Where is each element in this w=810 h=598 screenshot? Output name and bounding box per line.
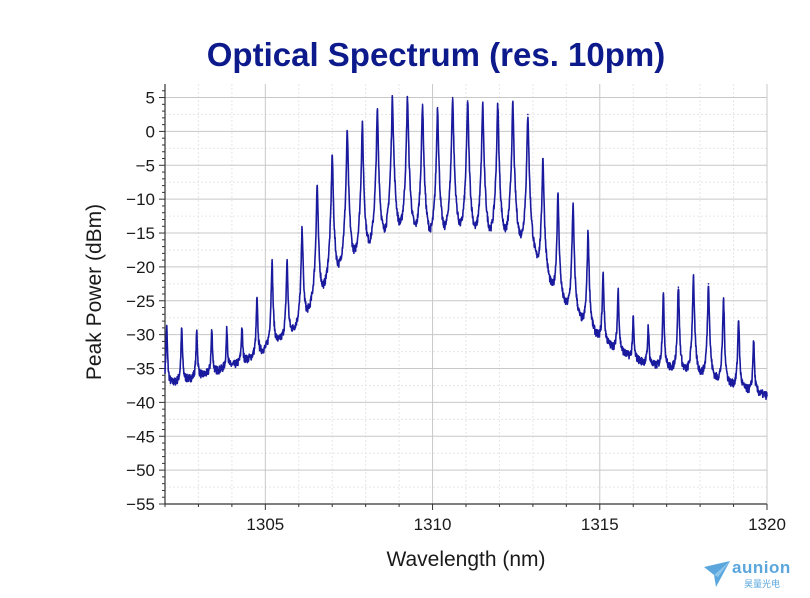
- chart-title: Optical Spectrum (res. 10pm): [206, 36, 666, 73]
- spectrum-peak-point: [587, 232, 589, 234]
- x-tick-label: 1305: [246, 515, 284, 534]
- spectrum-peak-point: [617, 293, 619, 295]
- spectrum-peak-point: [286, 262, 288, 265]
- spectrum-peak-point: [361, 123, 364, 126]
- y-axis-ticks: 5 0 −5 −10 −15 −20 −25 −30 −35 −40 −45 −50 −55: [126, 89, 165, 514]
- spectrum-peak-point: [542, 157, 544, 160]
- y-tick-label: −40: [126, 393, 155, 412]
- spectrum-peak-point: [451, 96, 454, 99]
- aunion-logo: aunion 昊量光电: [702, 557, 806, 591]
- spectrum-peak-point: [692, 276, 695, 278]
- y-tick-label: −35: [126, 360, 155, 379]
- series-line-spectrum: [164, 94, 768, 401]
- y-tick-label: 0: [146, 122, 155, 141]
- spectrum-peak-point: [557, 194, 559, 197]
- spectrum-peak-point: [346, 130, 349, 133]
- spectrum-peak-point: [602, 276, 604, 278]
- spectrum-peak-point: [406, 96, 409, 99]
- spectrum-peak-point: [256, 303, 258, 305]
- spectrum-peak-point: [376, 110, 379, 112]
- spectrum-peak-point: [271, 262, 273, 265]
- spectrum-peak-point: [466, 100, 469, 102]
- spectrum-peak-point: [737, 320, 740, 322]
- y-tick-label: −30: [126, 326, 155, 345]
- y-tick-label: −50: [126, 461, 155, 480]
- x-axis-label: Wavelength (nm): [386, 548, 545, 571]
- spectrum-peak-point: [331, 154, 334, 156]
- y-tick-label: −20: [126, 258, 155, 277]
- y-axis-label: Peak Power (dBm): [83, 204, 106, 380]
- spectrum-peak-point: [752, 344, 755, 346]
- x-tick-label: 1315: [581, 515, 619, 534]
- spectrum-peak-point: [316, 184, 318, 187]
- spectrum-peak-point: [572, 205, 574, 207]
- y-tick-label: −10: [126, 190, 155, 209]
- y-tick-label: 5: [146, 89, 155, 108]
- spectrum-peak-point: [180, 333, 183, 336]
- spectrum-peak-point: [301, 228, 303, 231]
- y-tick-label: −25: [126, 292, 155, 311]
- x-tick-label: 1310: [414, 515, 452, 534]
- spectrum-peak-point: [496, 103, 499, 106]
- logo-text: aunion: [732, 558, 791, 577]
- x-axis-ticks: 1305 1310 1315 1320: [164, 504, 786, 534]
- x-tick-label: 1320: [748, 515, 786, 534]
- y-tick-label: −5: [136, 156, 155, 175]
- peak-marks: [165, 96, 755, 346]
- spectrum-peak-point: [527, 113, 529, 116]
- spectrum-peak-point: [165, 330, 168, 333]
- paper-plane-icon: [704, 561, 730, 587]
- spectrum-peak-point: [647, 333, 650, 336]
- y-tick-label: −45: [126, 427, 155, 446]
- logo-subtext: 昊量光电: [744, 579, 781, 589]
- y-tick-label: −55: [126, 495, 155, 514]
- spectrum-peak-point: [632, 327, 635, 329]
- spectrum-peak-point: [195, 337, 198, 339]
- spectrum-peak-point: [722, 299, 725, 302]
- spectrum-peak-point: [421, 103, 424, 106]
- spectrum-peak-point: [481, 103, 484, 106]
- spectrum-peak-point: [211, 337, 213, 339]
- spectrum-peak-point: [391, 96, 394, 99]
- y-tick-label: −15: [126, 224, 155, 243]
- spectrum-peak-point: [436, 106, 439, 109]
- spectrum-peak-point: [241, 337, 243, 339]
- spectrum-peak-point: [226, 337, 228, 339]
- spectrum-peak-point: [512, 103, 514, 106]
- spectrum-peak-point: [707, 283, 710, 285]
- spectrum-peak-point: [677, 286, 680, 289]
- spectrum-peak-point: [662, 296, 665, 299]
